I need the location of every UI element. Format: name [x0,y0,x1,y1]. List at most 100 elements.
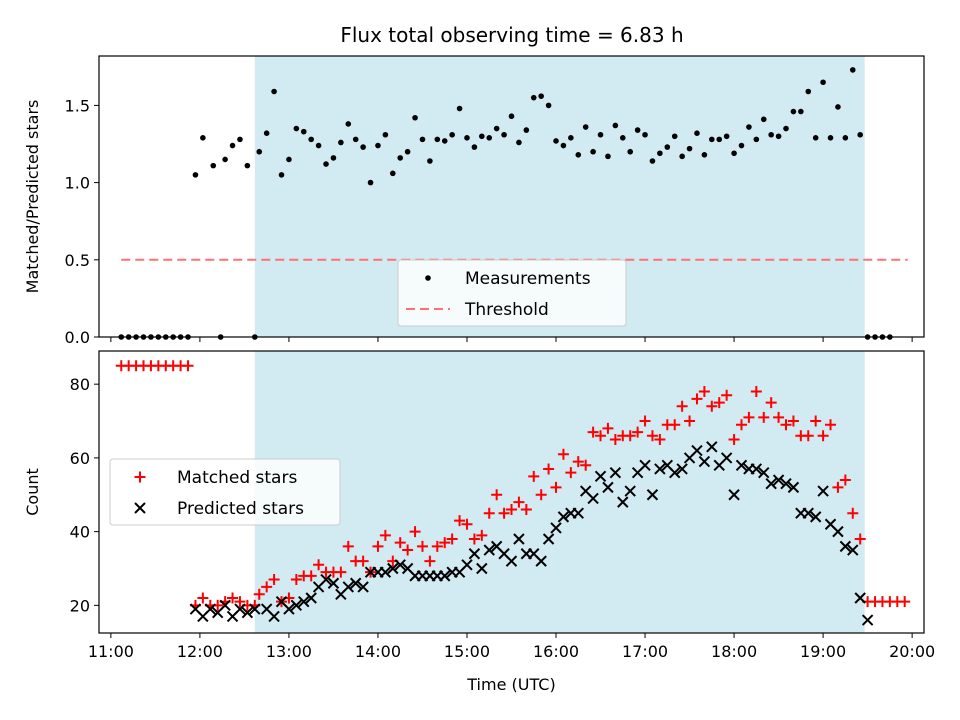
data-point [728,433,740,445]
legend-label: Matched stars [177,468,297,488]
data-point [716,136,723,143]
data-point [691,393,703,405]
data-point [753,136,760,143]
data-point [854,533,866,545]
data-point [590,148,596,155]
data-point [580,459,592,471]
data-point [449,131,455,138]
data-point [379,566,392,578]
data-point [775,133,782,140]
data-point [553,138,559,144]
data-point [706,441,718,453]
x-tick-label: 11:00 [88,642,134,661]
data-point [530,94,537,101]
data-point [602,422,614,434]
data-point [538,93,544,99]
data-point [268,574,280,586]
data-point [394,537,406,549]
data-point [486,135,493,141]
data-point [508,113,515,120]
data-point [787,481,800,494]
x-tick-label: 15:00 [444,642,490,661]
series-matched-stars [115,360,911,611]
data-point [234,596,246,608]
data-point [360,144,366,150]
data-point [513,533,525,545]
data-point [639,415,651,427]
data-point [479,133,485,140]
data-point [750,386,762,398]
data-point [649,158,656,164]
data-point [817,485,829,497]
data-point [839,474,851,486]
data-point [582,124,589,130]
data-point [676,463,688,475]
legend-box [109,458,341,526]
data-point [557,511,570,523]
legend-label: Threshold [464,300,549,320]
data-point [402,544,414,556]
data-point [835,104,841,110]
data-point [308,136,314,143]
data-point [765,397,777,409]
data-point [182,360,194,372]
data-point [812,135,819,141]
data-point [669,419,681,431]
axes-frame [98,55,925,338]
data-point [197,592,209,604]
data-point [709,136,715,143]
data-point [617,496,629,508]
data-point [802,507,814,519]
data-point [557,448,569,460]
data-point [200,135,206,141]
data-point [323,161,329,167]
data-point [427,158,433,164]
data-point [290,599,303,612]
data-point [772,474,785,486]
data-point [676,400,688,412]
data-point [338,139,344,146]
chart-title: Flux total observing time = 6.83 h [340,23,683,47]
data-point [639,459,651,471]
data-point [698,386,710,398]
data-point [305,592,317,604]
data-point [249,603,261,615]
data-point [278,172,285,178]
data-point [624,485,636,497]
data-point [394,559,406,571]
data-point [609,466,622,479]
data-point [735,419,747,431]
data-point [560,142,567,149]
data-point [706,400,718,412]
data-point [327,577,340,589]
data-point [820,79,826,86]
data-point [227,592,239,604]
data-point [657,150,663,157]
data-point [743,411,755,423]
data-point [290,574,302,586]
data-point [283,603,295,615]
data-point [367,179,374,186]
data-point [619,135,626,141]
data-point [720,452,733,464]
data-point [654,463,666,475]
data-point [315,142,322,149]
data-point [738,142,745,149]
data-point [861,614,874,626]
data-point [404,148,411,155]
data-point [271,88,277,95]
observing-window-shade [254,351,865,633]
data-point [263,130,270,136]
data-point [684,415,696,427]
y-tick-label: 1.0 [65,174,90,193]
data-point [758,411,770,423]
data-point [372,540,384,552]
legend-marker [134,502,146,514]
legend-box [397,259,627,327]
data-point [439,537,451,549]
data-point [491,489,503,501]
data-point [419,136,426,143]
data-point [723,133,730,140]
data-point [646,489,659,501]
